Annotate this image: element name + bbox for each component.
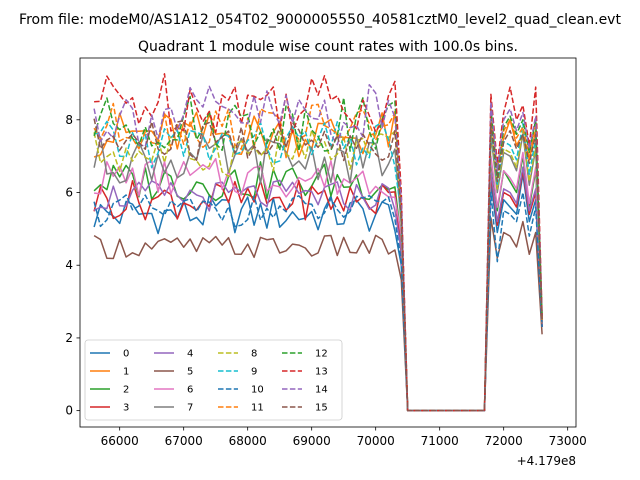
series-lines bbox=[93, 73, 543, 412]
series-line-12 bbox=[93, 95, 543, 412]
legend-label: 1 bbox=[123, 367, 129, 378]
chart-title: Quadrant 1 module wise count rates with … bbox=[138, 39, 518, 55]
legend-label: 14 bbox=[315, 385, 328, 396]
x-tick-label: 69000 bbox=[293, 434, 331, 448]
figure-suptitle: From file: modeM0/AS1A12_054T02_90000055… bbox=[19, 12, 621, 28]
legend-label: 11 bbox=[251, 403, 264, 414]
y-axis: 0 2 4 6 8 bbox=[65, 113, 80, 418]
legend-label: 8 bbox=[251, 349, 257, 360]
legend-label: 12 bbox=[315, 349, 328, 360]
x-tick-label: 72000 bbox=[485, 434, 523, 448]
legend-label: 7 bbox=[187, 403, 193, 414]
legend-label: 3 bbox=[123, 403, 129, 414]
series-line-11 bbox=[93, 102, 543, 412]
legend-label: 6 bbox=[187, 385, 193, 396]
x-tick-label: 73000 bbox=[549, 434, 587, 448]
legend-label: 9 bbox=[251, 367, 257, 378]
x-tick-label: 66000 bbox=[101, 434, 139, 448]
x-axis: 66000 67000 68000 69000 70000 71000 72000 73000 bbox=[101, 427, 587, 448]
y-tick-label: 6 bbox=[65, 186, 73, 200]
legend-label: 5 bbox=[187, 367, 193, 378]
legend-label: 4 bbox=[187, 349, 193, 360]
series-line-15 bbox=[93, 118, 543, 412]
legend-label: 0 bbox=[123, 349, 129, 360]
legend-box bbox=[84, 339, 343, 421]
y-tick-label: 8 bbox=[65, 113, 73, 127]
x-tick-label: 67000 bbox=[165, 434, 203, 448]
x-tick-label: 68000 bbox=[229, 434, 267, 448]
y-tick-label: 2 bbox=[65, 331, 73, 345]
series-line-10 bbox=[93, 191, 543, 412]
legend-label: 10 bbox=[251, 385, 264, 396]
y-tick-label: 0 bbox=[65, 404, 73, 418]
legend-label: 15 bbox=[315, 403, 328, 414]
legend-label: 2 bbox=[123, 385, 129, 396]
legend-label: 13 bbox=[315, 367, 328, 378]
plot-frame bbox=[79, 57, 577, 428]
series-line-13 bbox=[94, 73, 543, 412]
y-tick-label: 4 bbox=[65, 258, 73, 272]
x-tick-label: 71000 bbox=[421, 434, 459, 448]
x-offset-label: +4.179e8 bbox=[517, 454, 576, 468]
x-tick-label: 70000 bbox=[357, 434, 395, 448]
